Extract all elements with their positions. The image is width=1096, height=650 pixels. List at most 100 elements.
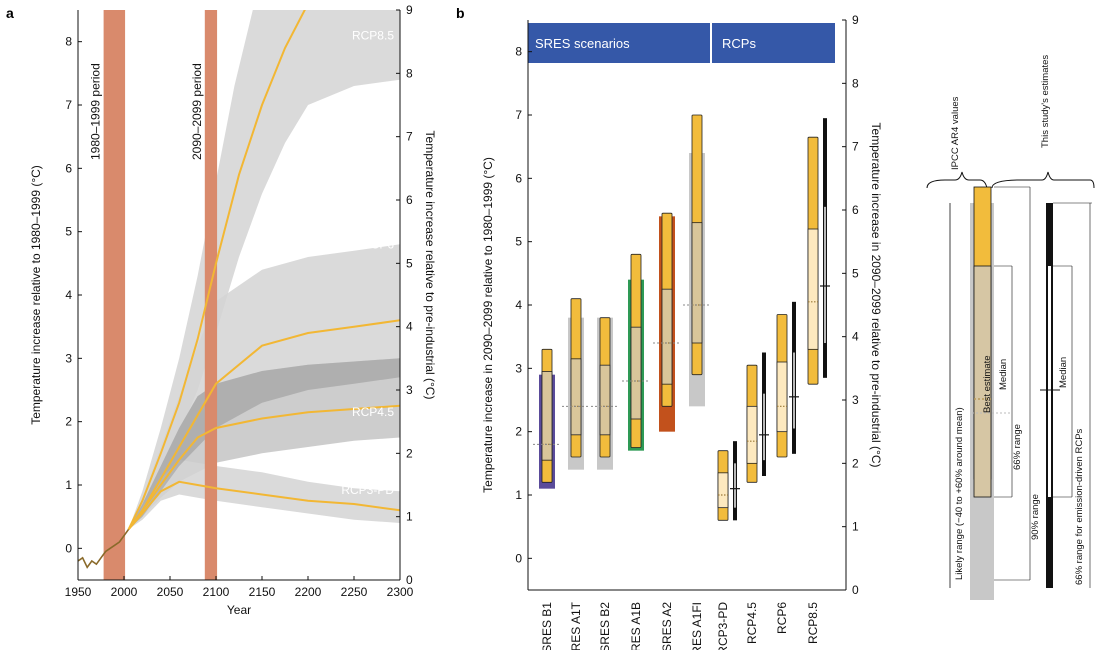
- a-x-tick-label: 2250: [341, 585, 368, 599]
- b-axes: SRES B1 RES A1T SRES B2 RES A1B SRES A2 RES A…: [481, 13, 883, 650]
- key-title-right: This study's estimates: [1040, 55, 1051, 148]
- b-range66-bar: [599, 364, 611, 436]
- key-best-label: Best estimate: [982, 355, 993, 413]
- a-period-bar-2: [204, 10, 218, 580]
- b-header-rcps: [712, 23, 835, 63]
- b-category-label: RES A1FI: [690, 602, 704, 650]
- panel-b-letter: b: [456, 5, 465, 21]
- a-left-tick-label: 4: [65, 288, 72, 302]
- a-left-tick-label: 8: [65, 35, 72, 49]
- b-right-tick-label: 7: [852, 140, 859, 154]
- b-left-tick-label: 4: [515, 298, 522, 312]
- b-category-label: SRES A2: [660, 602, 674, 650]
- panel-a-chart: 1980–1999 period 2090–2099 period RCP8.5R…: [29, 3, 437, 617]
- a-right-tick-label: 0: [406, 573, 413, 587]
- a-left-tick-label: 2: [65, 415, 72, 429]
- a-right-tick-label: 2: [406, 446, 413, 460]
- b-right-tick-label: 4: [852, 330, 859, 344]
- b-range66-bar: [630, 326, 642, 420]
- a-right-tick-label: 8: [406, 66, 413, 80]
- b-right-tick-label: 1: [852, 520, 859, 534]
- a-left-tick-label: 3: [65, 351, 72, 365]
- b-category-label: RES A1B: [629, 602, 643, 650]
- a-left-tick-label: 6: [65, 161, 72, 175]
- panel-b-chart: SRES scenarios RCPs SRES B1 RES A1T SRES B2…: [481, 13, 883, 650]
- b-study-66-gap: [734, 463, 736, 508]
- a-right-axis-title: Temperature increase relative to pre-ind…: [423, 131, 437, 400]
- b-group-header: SRES scenarios RCPs: [528, 23, 835, 63]
- b-right-tick-label: 9: [852, 13, 859, 27]
- a-x-tick-label: 2200: [295, 585, 322, 599]
- b-range66-bar: [717, 472, 729, 509]
- a-median-rcp6: [127, 319, 400, 530]
- a-series-label-rcp4.5: RCP4.5: [352, 405, 394, 419]
- b-right-tick-label: 0: [852, 583, 859, 597]
- a-left-tick-label: 7: [65, 98, 72, 112]
- b-category-label: RCP8.5: [806, 602, 820, 644]
- b-header-rcps-label: RCPs: [722, 36, 756, 51]
- b-study-66-gap: [824, 206, 826, 343]
- b-category-label: RCP4.5: [745, 602, 759, 644]
- key-study-66-gap: [1048, 266, 1051, 497]
- a-left-tick-label: 0: [65, 541, 72, 555]
- b-left-tick-label: 2: [515, 425, 522, 439]
- b-range66-bar: [570, 358, 582, 436]
- a-period-label-2: 2090–2099 period: [190, 63, 204, 160]
- key-brace-left: [926, 171, 988, 189]
- b-category-label: RCP3-PD: [716, 602, 730, 650]
- b-left-tick-label: 6: [515, 171, 522, 185]
- key-title-left: IPCC AR4 values: [950, 96, 961, 170]
- a-period-bars: 1980–1999 period 2090–2099 period: [89, 10, 218, 580]
- b-left-tick-label: 5: [515, 235, 522, 249]
- a-x-axis-title: Year: [227, 603, 251, 617]
- a-x-tick-label: 2050: [157, 585, 184, 599]
- a-x-tick-label: 1950: [65, 585, 92, 599]
- key-90-label: 90% range: [1030, 494, 1041, 540]
- a-x-tick-label: 2000: [111, 585, 138, 599]
- b-header-sres-label: SRES scenarios: [535, 36, 630, 51]
- b-right-axis-title: Temperature increase in 2090–2099 relati…: [869, 123, 883, 468]
- a-series-label-rcp3-pd: RCP3-PD: [341, 483, 394, 497]
- b-left-axis-title: Temperature increase in 2090–2099 relati…: [481, 157, 495, 493]
- b-left-tick-label: 8: [515, 45, 522, 59]
- key-study-median-label: Median: [1058, 357, 1069, 388]
- a-left-tick-label: 5: [65, 225, 72, 239]
- b-header-sres: [528, 23, 710, 63]
- b-category-label: RES A1T: [569, 601, 583, 650]
- b-category-label: SRES B2: [598, 602, 612, 650]
- a-median-lines: RCP8.5 RCP6 RCP4.5 RCP3-PD: [77, 10, 400, 569]
- a-band-overlap: [128, 358, 400, 530]
- panel-a-letter: a: [6, 5, 14, 21]
- b-study-66-gap: [763, 393, 765, 461]
- b-left-tick-label: 7: [515, 108, 522, 122]
- a-right-tick-label: 5: [406, 256, 413, 270]
- a-period-label-1: 1980–1999 period: [89, 63, 103, 160]
- b-left-tick-label: 1: [515, 488, 522, 502]
- b-range-bars: [533, 114, 830, 521]
- b-right-tick-label: 6: [852, 203, 859, 217]
- b-right-tick-label: 8: [852, 76, 859, 90]
- a-right-tick-label: 6: [406, 193, 413, 207]
- b-category-label: RCP6: [775, 602, 789, 634]
- b-range66-bar: [661, 288, 673, 385]
- b-range66-bar: [776, 361, 788, 433]
- a-series-label-rcp6: RCP6: [362, 237, 394, 251]
- a-median-rcp4.5: [127, 404, 400, 530]
- b-range66-bar: [541, 371, 553, 461]
- b-category-label: SRES B1: [540, 602, 554, 650]
- legend-key: IPCC AR4 values This study's estimates L…: [926, 55, 1095, 600]
- key-brace-right: [991, 171, 1095, 189]
- a-series-label-rcp8.5: RCP8.5: [352, 28, 394, 42]
- b-right-tick-label: 5: [852, 266, 859, 280]
- b-study-66-gap: [793, 352, 795, 429]
- a-x-tick-label: 2300: [387, 585, 414, 599]
- key-66-label: 66% range: [1012, 424, 1023, 470]
- a-median-rcp3-pd: [127, 480, 400, 530]
- b-left-tick-label: 3: [515, 361, 522, 375]
- a-right-tick-label: 4: [406, 320, 413, 334]
- b-left-tick-label: 0: [515, 551, 522, 565]
- a-right-tick-label: 1: [406, 510, 413, 524]
- b-right-tick-label: 2: [852, 456, 859, 470]
- a-x-tick-label: 2100: [203, 585, 230, 599]
